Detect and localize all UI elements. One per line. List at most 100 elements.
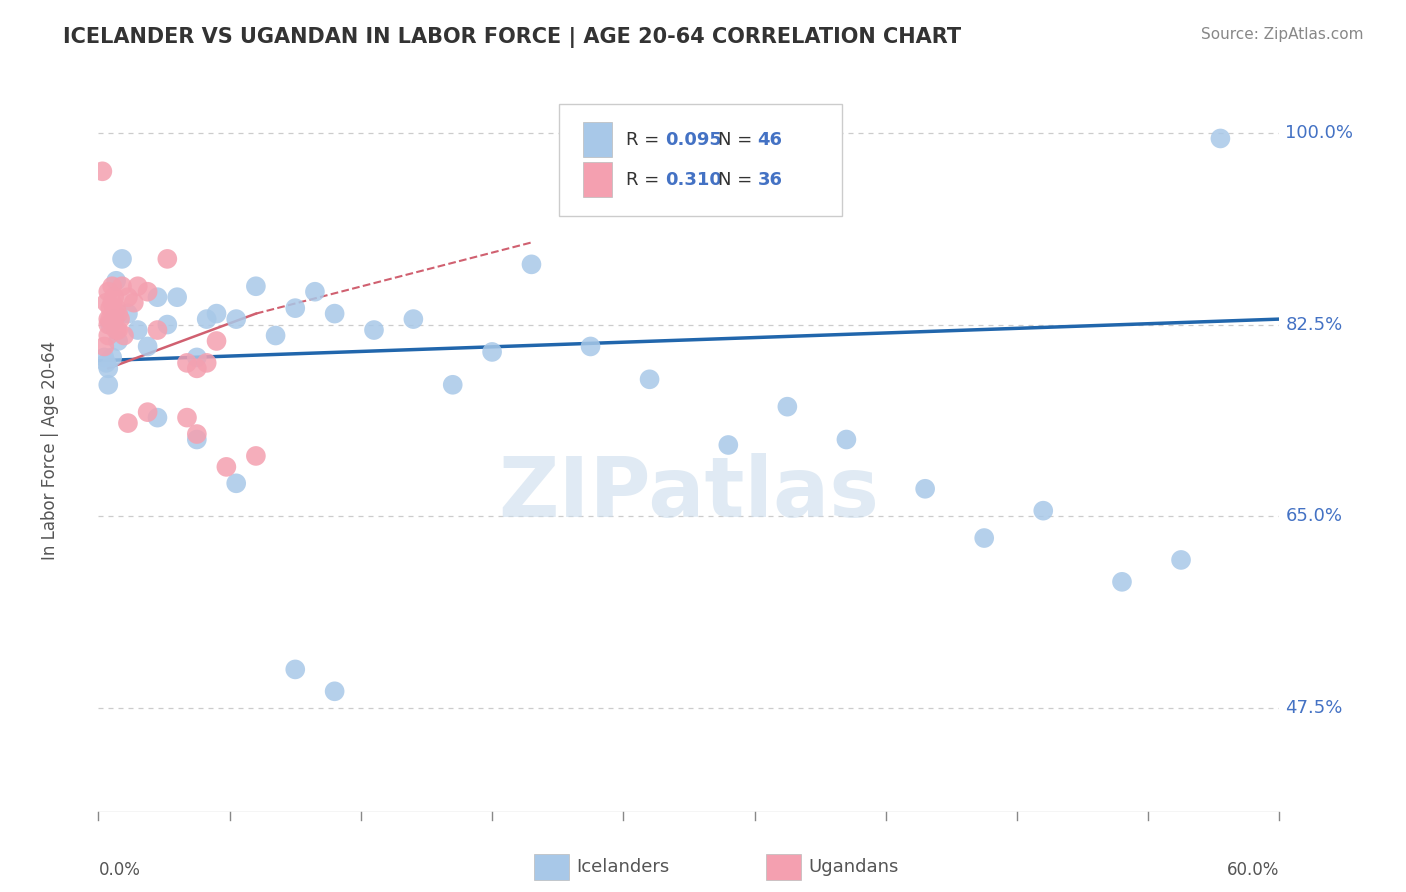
- Point: [176, 410, 198, 425]
- Point: [117, 416, 139, 430]
- Point: [146, 290, 169, 304]
- Point: [136, 339, 159, 353]
- Point: [1170, 553, 1192, 567]
- Point: [105, 274, 128, 288]
- Text: 65.0%: 65.0%: [1285, 508, 1343, 525]
- Point: [127, 279, 149, 293]
- Point: [146, 410, 169, 425]
- Text: ICELANDER VS UGANDAN IN LABOR FORCE | AGE 20-64 CORRELATION CHART: ICELANDER VS UGANDAN IN LABOR FORCE | AG…: [63, 27, 962, 48]
- Point: [103, 290, 125, 304]
- Point: [245, 449, 267, 463]
- Text: ZIPatlas: ZIPatlas: [499, 453, 879, 534]
- Point: [205, 334, 228, 348]
- Point: [112, 328, 135, 343]
- Point: [103, 307, 125, 321]
- Point: [363, 323, 385, 337]
- Point: [1032, 503, 1054, 517]
- Text: In Labor Force | Age 20-64: In Labor Force | Age 20-64: [41, 341, 59, 560]
- Point: [166, 290, 188, 304]
- Point: [98, 318, 121, 332]
- Point: [284, 662, 307, 676]
- Point: [97, 328, 120, 343]
- Point: [96, 356, 118, 370]
- Point: [117, 307, 139, 321]
- Point: [91, 164, 114, 178]
- Bar: [582, 122, 612, 157]
- Point: [186, 433, 208, 447]
- Bar: [582, 162, 612, 197]
- Point: [776, 400, 799, 414]
- Point: [101, 279, 124, 293]
- Point: [127, 323, 149, 337]
- Point: [284, 301, 307, 315]
- Text: N =: N =: [718, 131, 758, 149]
- Text: 0.0%: 0.0%: [98, 861, 141, 879]
- Point: [323, 307, 346, 321]
- Point: [481, 345, 503, 359]
- Point: [245, 279, 267, 293]
- Point: [93, 351, 115, 365]
- Text: Source: ZipAtlas.com: Source: ZipAtlas.com: [1201, 27, 1364, 42]
- Point: [111, 279, 134, 293]
- Point: [835, 433, 858, 447]
- Point: [107, 307, 129, 321]
- Point: [205, 307, 228, 321]
- Point: [186, 361, 208, 376]
- Point: [136, 405, 159, 419]
- Text: 0.095: 0.095: [665, 131, 723, 149]
- Point: [225, 312, 247, 326]
- Text: 60.0%: 60.0%: [1227, 861, 1279, 879]
- Point: [520, 257, 543, 271]
- Text: 47.5%: 47.5%: [1285, 698, 1343, 716]
- Point: [122, 295, 145, 310]
- Point: [105, 301, 128, 315]
- Point: [108, 312, 131, 326]
- Point: [579, 339, 602, 353]
- Point: [98, 312, 121, 326]
- Point: [1209, 131, 1232, 145]
- Point: [195, 356, 218, 370]
- Text: R =: R =: [626, 170, 665, 188]
- Text: Ugandans: Ugandans: [808, 858, 898, 876]
- Point: [103, 312, 125, 326]
- Point: [264, 328, 287, 343]
- Point: [914, 482, 936, 496]
- Point: [323, 684, 346, 698]
- Point: [97, 377, 120, 392]
- Point: [97, 312, 120, 326]
- Point: [225, 476, 247, 491]
- Point: [402, 312, 425, 326]
- Point: [97, 361, 120, 376]
- Point: [973, 531, 995, 545]
- Point: [195, 312, 218, 326]
- Point: [98, 301, 121, 315]
- Point: [215, 459, 238, 474]
- Text: 36: 36: [758, 170, 783, 188]
- Point: [304, 285, 326, 299]
- Point: [1111, 574, 1133, 589]
- Point: [111, 252, 134, 266]
- Point: [156, 252, 179, 266]
- Point: [97, 318, 120, 332]
- Point: [717, 438, 740, 452]
- Point: [146, 323, 169, 337]
- Text: 82.5%: 82.5%: [1285, 316, 1343, 334]
- Text: Icelanders: Icelanders: [576, 858, 669, 876]
- Point: [441, 377, 464, 392]
- Point: [96, 295, 118, 310]
- Point: [117, 290, 139, 304]
- Text: 100.0%: 100.0%: [1285, 124, 1354, 142]
- Point: [101, 351, 124, 365]
- Text: R =: R =: [626, 131, 665, 149]
- Point: [107, 334, 129, 348]
- Point: [156, 318, 179, 332]
- Point: [136, 285, 159, 299]
- Point: [97, 285, 120, 299]
- Point: [186, 351, 208, 365]
- Text: 0.310: 0.310: [665, 170, 723, 188]
- Point: [186, 427, 208, 442]
- Point: [176, 356, 198, 370]
- Text: 46: 46: [758, 131, 783, 149]
- Point: [93, 339, 115, 353]
- Point: [107, 323, 129, 337]
